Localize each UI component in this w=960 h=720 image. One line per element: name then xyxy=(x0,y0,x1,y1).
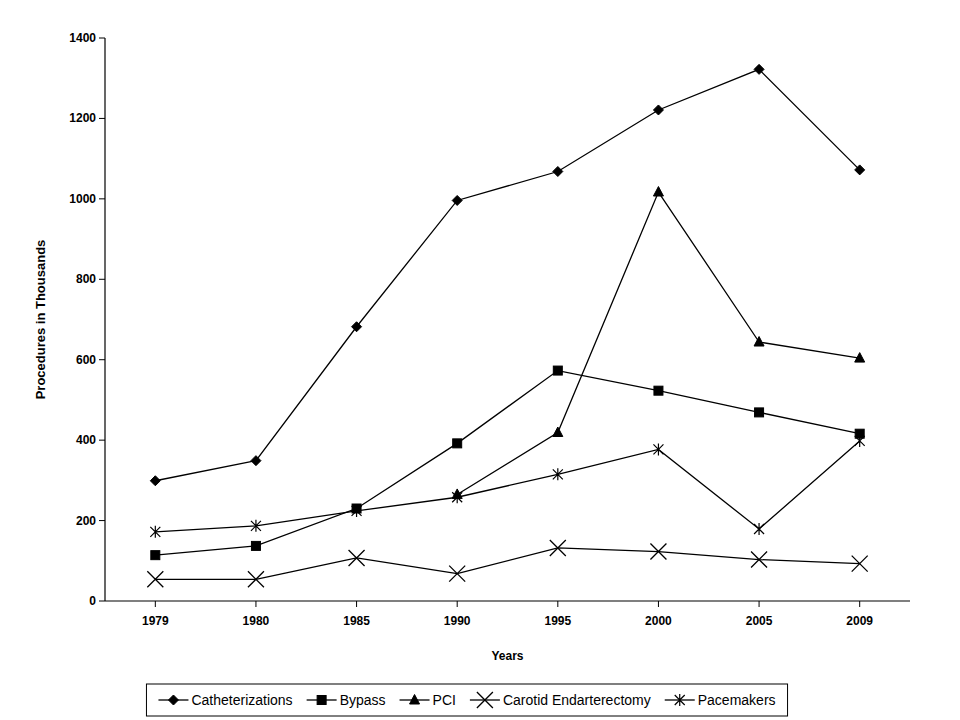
legend-item: PCI xyxy=(400,692,456,708)
y-tick xyxy=(99,601,105,602)
y-tick-label: 800 xyxy=(76,272,96,286)
x-tick-label: 2009 xyxy=(846,614,873,628)
data-point xyxy=(553,468,563,480)
series-line xyxy=(155,441,859,532)
data-point xyxy=(754,523,764,535)
x-tick xyxy=(356,601,357,607)
legend-marker xyxy=(410,695,420,705)
x-tick-label: 1980 xyxy=(243,614,270,628)
data-point xyxy=(653,187,663,197)
legend-label: PCI xyxy=(433,692,456,708)
x-tick xyxy=(759,601,760,607)
data-point xyxy=(452,491,462,503)
x-tick xyxy=(155,601,156,607)
data-point xyxy=(349,550,365,566)
background xyxy=(0,0,960,720)
legend-marker xyxy=(477,692,493,708)
x-tick xyxy=(255,601,256,607)
y-tick xyxy=(99,118,105,119)
x-tick-label: 1990 xyxy=(444,614,471,628)
legend-box xyxy=(146,684,787,716)
y-tick-label: 1400 xyxy=(69,31,96,45)
x-tick-label: 2000 xyxy=(645,614,672,628)
y-tick-label: 1200 xyxy=(69,111,96,125)
data-point xyxy=(150,526,160,538)
data-point xyxy=(654,386,663,395)
x-tick xyxy=(557,601,558,607)
legend-marker xyxy=(168,695,178,705)
x-tick-label: 1979 xyxy=(142,614,169,628)
data-point xyxy=(754,64,764,74)
legend-label: Pacemakers xyxy=(698,692,776,708)
y-tick-label: 1000 xyxy=(69,192,96,206)
y-tick-label: 400 xyxy=(76,433,96,447)
data-point xyxy=(755,408,764,417)
x-tick-label: 1985 xyxy=(343,614,370,628)
data-point xyxy=(251,520,261,532)
y-tick xyxy=(99,279,105,280)
data-point xyxy=(553,427,563,437)
x-axis-label: Years xyxy=(491,649,523,663)
data-point xyxy=(452,195,462,205)
y-tick-label: 600 xyxy=(76,353,96,367)
y-tick-label: 200 xyxy=(76,514,96,528)
y-tick xyxy=(99,38,105,39)
legend-item: Carotid Endarterectomy xyxy=(470,692,651,708)
data-point xyxy=(650,544,666,560)
data-point xyxy=(453,439,462,448)
data-point xyxy=(553,167,563,177)
data-point xyxy=(751,552,767,568)
y-tick-label: 0 xyxy=(89,594,96,608)
x-tick xyxy=(658,601,659,607)
data-point xyxy=(852,556,868,572)
y-axis-label: Procedures in Thousands xyxy=(33,240,48,400)
chart: 0 200 400 600 800 1000 1200 1400 1979 1980 1985 199… xyxy=(0,0,960,720)
y-tick xyxy=(99,520,105,521)
data-point xyxy=(449,566,465,582)
legend-marker xyxy=(317,696,326,705)
x-tick-label: 1995 xyxy=(544,614,571,628)
legend-label: Bypass xyxy=(340,692,386,708)
data-point xyxy=(151,551,160,560)
data-point xyxy=(550,540,566,556)
legend-item: Catheterizations xyxy=(158,692,292,708)
data-point xyxy=(855,165,865,175)
x-tick xyxy=(457,601,458,607)
data-point xyxy=(754,337,764,347)
legend-item: Pacemakers xyxy=(665,692,776,708)
y-tick xyxy=(99,198,105,199)
x-axis xyxy=(105,600,910,601)
series-line xyxy=(155,69,859,480)
y-axis xyxy=(104,38,105,601)
data-point xyxy=(248,571,264,587)
data-point xyxy=(147,571,163,587)
data-point xyxy=(352,505,362,517)
plot-area xyxy=(147,64,867,587)
y-tick xyxy=(99,359,105,360)
legend: Catheterizations Bypass PCI Carotid Endarte… xyxy=(146,684,787,716)
data-point xyxy=(855,353,865,363)
data-point xyxy=(251,456,261,466)
y-tick xyxy=(99,440,105,441)
data-point xyxy=(251,541,260,550)
x-tick-label: 2005 xyxy=(746,614,773,628)
data-point xyxy=(653,105,663,115)
data-point xyxy=(150,476,160,486)
data-point xyxy=(553,366,562,375)
legend-marker xyxy=(675,694,685,706)
x-tick xyxy=(859,601,860,607)
legend-label: Catheterizations xyxy=(191,692,292,708)
legend-label: Carotid Endarterectomy xyxy=(503,692,651,708)
data-point xyxy=(653,443,663,455)
data-point xyxy=(352,322,362,332)
data-point xyxy=(855,435,865,447)
legend-item: Bypass xyxy=(307,692,386,708)
series-line xyxy=(457,192,860,494)
